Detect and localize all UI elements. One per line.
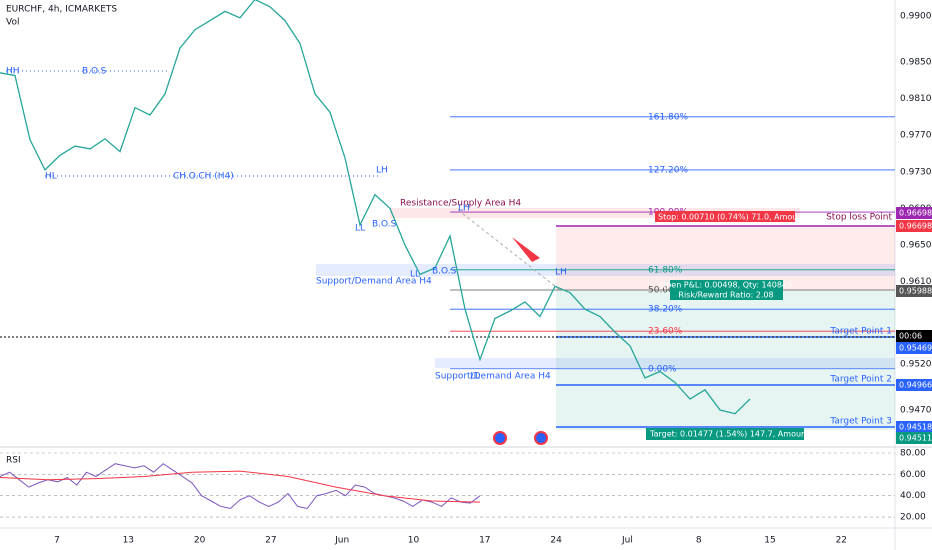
rsi-title: RSI [6,456,21,466]
price-label-box [896,330,932,342]
annotation: B.O.S [372,220,397,230]
target-label: Target Point 1 [829,327,892,337]
x-tick-label: 22 [836,536,847,546]
price-label: 0.94518 [899,423,932,432]
annotation: B.O.S [432,267,457,277]
rsi-tick-label: 60.00 [900,470,926,480]
fib-label: 127.20% [648,165,688,175]
subtitle: Vol [6,18,19,28]
price-label: 0.94966 [899,381,932,390]
annotation: HL [45,172,57,182]
price-label: 00:06 [899,332,922,341]
x-tick-label: 15 [764,536,775,546]
x-tick-label: Jul [621,536,633,546]
price-label-box [896,432,932,444]
price-label-box [896,421,932,433]
target-box-text: Target: 0.01477 (1.54%) 147.7, Amount: 5… [649,430,837,439]
x-tick-label: 8 [696,536,702,546]
y-tick-label: 0.94700 [900,406,932,416]
target-box [646,428,804,440]
supply-area [390,208,800,218]
demand-area [435,358,895,368]
price-label-box [896,379,932,391]
chart-title: EURCHF, 4h, ICMARKETS [6,5,117,15]
rsi-tick-label: 80.00 [900,449,926,459]
x-tick-label: 7 [54,536,60,546]
x-tick-label: 10 [408,536,420,546]
x-tick-label: 13 [123,536,134,546]
fib-label: 0.00% [648,364,677,374]
price-label: 0.95988 [899,287,932,296]
x-tick-label: 27 [265,536,276,546]
price-line [0,0,751,415]
stop-label: Stop loss Point [826,213,892,223]
rsi-tick-label: 40.00 [900,491,926,501]
x-tick-label: Jun [334,536,349,546]
rsi-ma [0,470,481,503]
annotation: LL [410,270,420,280]
price-label: 0.95469 [899,344,932,353]
annotation: LL [355,224,365,234]
target-zone [556,290,895,430]
x-tick-label: 17 [479,536,490,546]
pnl-box [670,280,783,300]
x-tick-label: 24 [550,536,562,546]
annotation: LH [458,204,470,214]
annotation: Support/Demand Area H4 [435,372,551,382]
event-icon [534,431,548,445]
annotation: CH.O.CH (H4) [173,172,234,182]
price-label-box [896,342,932,354]
price-label-box [896,220,932,232]
target-label: Target Point 3 [829,417,892,427]
fib-label: 23.60% [648,327,683,337]
stop-zone [556,226,895,290]
rsi-line [0,463,481,510]
annotation: B.O.S [82,67,107,77]
price-label-box [896,285,932,297]
annotation: Resistance/Supply Area H4 [400,199,521,209]
annotation: Support/Demand Area H4 [316,277,432,287]
annotation: LH [555,268,567,278]
annotation: LH [376,166,388,176]
rsi-tick-label: 20.00 [900,513,926,523]
fib-label: 161.80% [648,112,688,122]
price-label: 0.96698 [899,222,932,231]
pnl-text: Open P&L: 0.00498, Qty: 140845 [660,281,792,290]
dashed-trend [457,209,561,291]
stop-box-text: Stop: 0.00710 (0.74%) 71.0, Amount: 490 [658,213,826,222]
rr-text: Risk/Reward Ratio: 2.08 [678,291,773,300]
fib-label: 38.20% [648,305,683,315]
stop-box [655,211,795,222]
price-label: 0.94511 [899,434,932,443]
price-label: 0.96698 [899,209,932,218]
fib-label: 61.80% [648,265,683,275]
x-tick-label: 20 [194,536,206,546]
event-icon [493,431,507,445]
annotation: LL [470,372,480,382]
target-label: Target Point 2 [829,375,892,385]
fib-label: 50.00% [648,285,683,295]
annotation: HH [6,67,20,77]
price-label-box [896,207,932,219]
arrow [512,237,540,262]
